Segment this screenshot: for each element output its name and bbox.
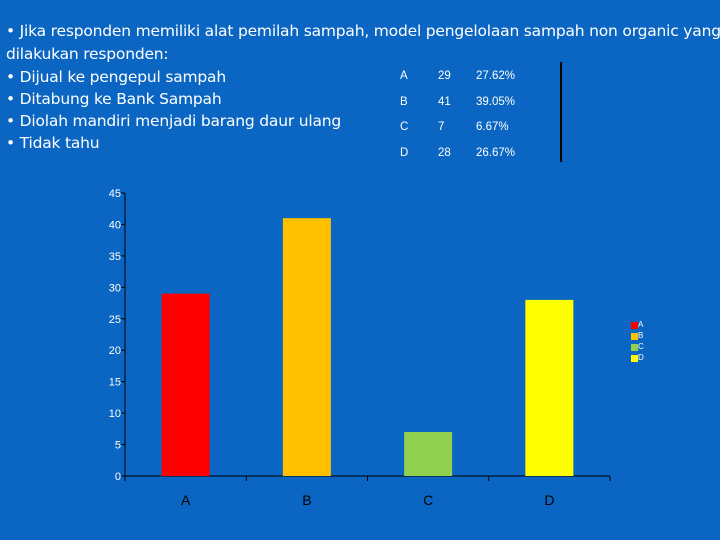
x-tick-label: D xyxy=(544,492,554,508)
option-item-a: • Dijual ke pengepul sampah xyxy=(6,68,226,86)
summary-count: 41 xyxy=(438,96,451,108)
answer-options-list: • Dijual ke pengepul sampah • Ditabung k… xyxy=(6,66,341,154)
summary-percent: 39.05% xyxy=(476,96,516,108)
y-tick-label: 15 xyxy=(109,377,121,389)
bar-d xyxy=(525,299,574,476)
summary-percent: 27.62% xyxy=(476,70,516,82)
summary-count: 7 xyxy=(438,121,445,133)
summary-label: C xyxy=(400,121,409,133)
y-tick-label: 30 xyxy=(109,282,121,294)
question-text: • Jika responden memiliki alat pemilah s… xyxy=(6,20,720,66)
bar-a xyxy=(161,293,210,476)
summary-label: B xyxy=(400,96,408,108)
y-tick-label: 5 xyxy=(115,440,121,452)
bar-c xyxy=(404,431,453,476)
summary-percent: 6.67% xyxy=(476,121,509,133)
summary-count: 28 xyxy=(438,147,451,159)
option-item-c: • Diolah mandiri menjadi barang daur ula… xyxy=(6,112,342,130)
y-tick-label: 10 xyxy=(109,408,121,420)
question-line-2: dilakukan responden: xyxy=(6,45,169,63)
legend-swatch xyxy=(631,322,638,329)
legend-swatch xyxy=(631,333,638,340)
summary-row-b: B 41 39.05% xyxy=(400,96,560,112)
summary-row-a: A 29 27.62% xyxy=(400,70,560,86)
legend-label: B xyxy=(638,331,644,340)
y-tick-label: 20 xyxy=(109,345,121,357)
y-tick-label: 45 xyxy=(109,188,121,200)
option-item-b: • Ditabung ke Bank Sampah xyxy=(6,90,222,108)
summary-row-c: C 7 6.67% xyxy=(400,121,560,137)
bar-b xyxy=(282,218,331,476)
summary-percent: 26.67% xyxy=(476,147,516,159)
y-tick-label: 35 xyxy=(109,251,121,263)
legend-label: A xyxy=(638,320,644,329)
legend-label: D xyxy=(638,353,644,362)
legend-swatch xyxy=(631,344,638,351)
option-item-d: • Tidak tahu xyxy=(6,134,100,152)
y-tick-label: 0 xyxy=(115,471,121,483)
summary-count: 29 xyxy=(438,70,451,82)
y-tick-label: 25 xyxy=(109,314,121,326)
legend-swatch xyxy=(631,355,638,362)
summary-row-d: D 28 26.67% xyxy=(400,147,560,163)
x-tick-label: A xyxy=(181,492,191,508)
summary-label: A xyxy=(400,70,408,82)
summary-table: A 29 27.62% B 41 39.05% C 7 6.67% D 28 2… xyxy=(390,62,562,162)
y-tick-label: 40 xyxy=(109,219,121,231)
legend-label: C xyxy=(638,342,644,351)
summary-label: D xyxy=(400,147,409,159)
x-tick-label: C xyxy=(423,492,433,508)
question-line-1: • Jika responden memiliki alat pemilah s… xyxy=(6,22,720,40)
x-tick-label: B xyxy=(302,492,311,508)
